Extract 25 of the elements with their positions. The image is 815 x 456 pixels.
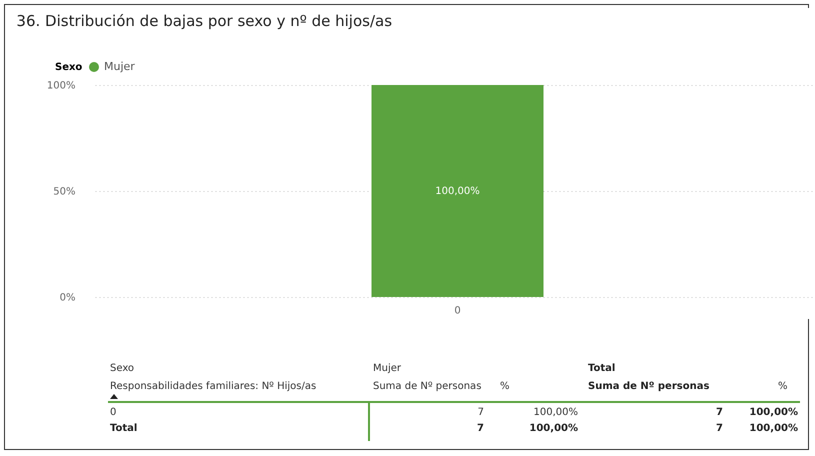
- text: Mujer: [373, 362, 402, 376]
- text: Sexo: [110, 362, 134, 376]
- text: Suma de Nº personas: [373, 380, 482, 394]
- y-tick-label: 50%: [53, 186, 76, 198]
- text: 0: [110, 406, 116, 420]
- legend-label: Mujer: [104, 60, 136, 73]
- data-label: 100,00%: [435, 186, 480, 197]
- y-tick-label: 100%: [46, 80, 76, 92]
- legend-title: Sexo: [55, 62, 82, 73]
- text: 7: [716, 422, 723, 436]
- text: 100,00%: [534, 406, 578, 420]
- y-tick-label: 0%: [60, 292, 76, 304]
- text: Suma de Nº personas: [588, 380, 710, 394]
- text: 7: [477, 422, 484, 436]
- text: 100,00%: [529, 422, 578, 436]
- text: Responsabilidades familiares: Nº Hijos/as: [110, 380, 316, 394]
- text: 7: [478, 406, 484, 420]
- text: 100,00%: [749, 422, 798, 436]
- chart-title: 36. Distribución de bajas por sexo y nº de hijos/as: [16, 12, 392, 30]
- text: 100,00%: [749, 406, 798, 420]
- text: %: [500, 380, 510, 394]
- text: 7: [716, 406, 723, 420]
- text: Total: [588, 362, 616, 376]
- text: Total: [110, 422, 138, 436]
- text: %: [778, 380, 788, 394]
